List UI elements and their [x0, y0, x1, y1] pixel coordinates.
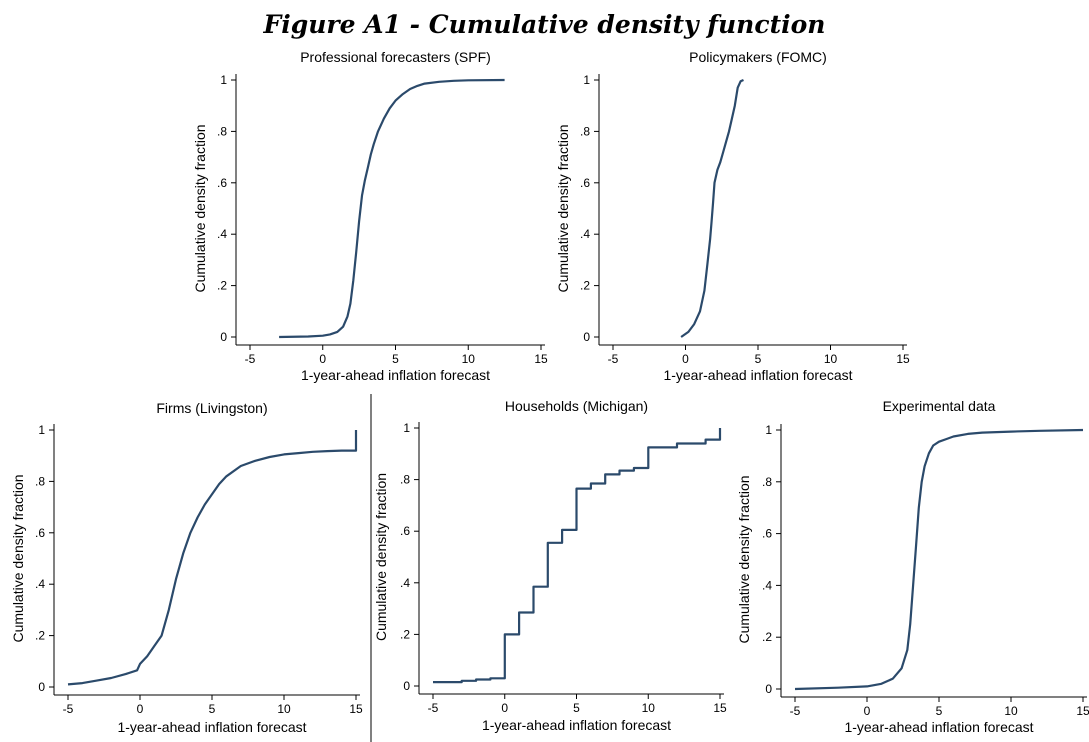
cdf-line	[279, 78, 505, 339]
chart-title: Households (Michigan)	[505, 398, 648, 414]
y-tick-label: .2	[217, 279, 227, 293]
x-tick-label: 5	[936, 704, 943, 718]
y-axis-label: Cumulative density fraction	[10, 474, 26, 642]
y-tick-label: .4	[400, 576, 410, 590]
y-tick-label: .6	[400, 524, 410, 538]
y-tick-label: 1	[583, 73, 590, 87]
y-tick-label: .6	[35, 526, 45, 540]
y-tick-label: .2	[400, 627, 410, 641]
chart-panel: Households (Michigan) -5 0 5 10 15 0 .2 .4 .6 .8 1 1…	[373, 398, 727, 733]
x-tick-label: 0	[682, 352, 689, 366]
x-tick-label: 15	[534, 352, 548, 366]
x-tick-label: 15	[896, 352, 910, 366]
cdf-line	[433, 428, 722, 684]
x-tick-label: 0	[137, 702, 144, 716]
y-axis-label: Cumulative density fraction	[192, 124, 208, 292]
chart-panel: Firms (Livingston) -5 0 5 10 15 0 .2 .4 .6 .8 1 1-ye…	[10, 400, 363, 735]
cdf-line	[67, 430, 358, 686]
y-tick-label: .6	[580, 176, 590, 190]
x-tick-label: 10	[1004, 704, 1018, 718]
x-tick-label: 5	[209, 702, 216, 716]
x-tick-label: 10	[462, 352, 476, 366]
x-tick-label: 5	[392, 352, 399, 366]
x-tick-label: 5	[573, 701, 580, 715]
y-tick-label: .8	[580, 124, 590, 138]
y-tick-label: 1	[220, 73, 227, 87]
x-tick-label: -5	[63, 702, 74, 716]
cdf-line	[794, 428, 1084, 691]
y-tick-label: .2	[35, 629, 45, 643]
cdf-line	[680, 78, 744, 338]
y-tick-label: 0	[38, 680, 45, 694]
y-tick-label: .2	[762, 630, 772, 644]
x-tick-label: 0	[319, 352, 326, 366]
chart-panel: Professional forecasters (SPF) -5 0 5 10 15 0.…	[192, 49, 548, 383]
x-tick-label: 15	[349, 702, 363, 716]
x-axis-label: 1-year-ahead inflation forecast	[844, 719, 1033, 735]
y-tick-label: .8	[35, 474, 45, 488]
x-tick-label: 15	[713, 701, 727, 715]
y-tick-label: 0	[765, 682, 772, 696]
x-tick-label: 0	[501, 701, 508, 715]
chart-title: Professional forecasters (SPF)	[300, 49, 491, 65]
y-tick-label: 0	[220, 330, 227, 344]
x-tick-label: 0	[864, 704, 871, 718]
x-tick-label: 10	[824, 352, 838, 366]
y-tick-label: .6	[217, 176, 227, 190]
y-tick-label: .4	[217, 227, 227, 241]
y-tick-label: .6	[762, 527, 772, 541]
y-tick-label: .8	[217, 124, 227, 138]
y-tick-label: .4	[762, 578, 772, 592]
x-axis-label: 1-year-ahead inflation forecast	[117, 719, 306, 735]
x-axis-label: 1-year-ahead inflation forecast	[301, 367, 490, 383]
y-tick-label: 1	[765, 423, 772, 437]
x-axis-label: 1-year-ahead inflation forecast	[482, 717, 671, 733]
y-tick-label: .8	[762, 475, 772, 489]
chart-title: Experimental data	[883, 398, 996, 414]
figure-title: Figure A1 - Cumulative density function	[263, 10, 826, 39]
y-tick-label: .8	[400, 473, 410, 487]
x-tick-label: -5	[790, 704, 801, 718]
x-tick-label: -5	[245, 352, 256, 366]
chart-title: Firms (Livingston)	[156, 400, 267, 416]
chart-panel: Experimental data -5 0 5 10 15 0 .2 .4 .6 .8 1 1-yea…	[736, 398, 1089, 735]
x-axis-label: 1-year-ahead inflation forecast	[663, 367, 852, 383]
y-tick-label: 1	[403, 421, 410, 435]
x-tick-label: -5	[428, 701, 439, 715]
y-tick-label: 1	[38, 423, 45, 437]
x-tick-label: 10	[277, 702, 291, 716]
chart-panel: Policymakers (FOMC) -5 0 5 10 15 0 .2 .4 .6 .8 1 1-y…	[555, 49, 910, 383]
y-axis-label: Cumulative density fraction	[736, 475, 752, 643]
y-tick-label: .4	[580, 227, 590, 241]
y-tick-label: .4	[35, 577, 45, 591]
y-tick-label: 0	[403, 679, 410, 693]
x-tick-label: -5	[608, 352, 619, 366]
y-axis-label: Cumulative density fraction	[373, 473, 389, 641]
x-tick-label: 10	[642, 701, 656, 715]
x-tick-label: 15	[1076, 704, 1089, 718]
y-tick-label: .2	[580, 279, 590, 293]
y-axis-label: Cumulative density fraction	[555, 124, 571, 292]
y-tick-label: 0	[583, 330, 590, 344]
chart-title: Policymakers (FOMC)	[689, 49, 827, 65]
x-tick-label: 5	[755, 352, 762, 366]
